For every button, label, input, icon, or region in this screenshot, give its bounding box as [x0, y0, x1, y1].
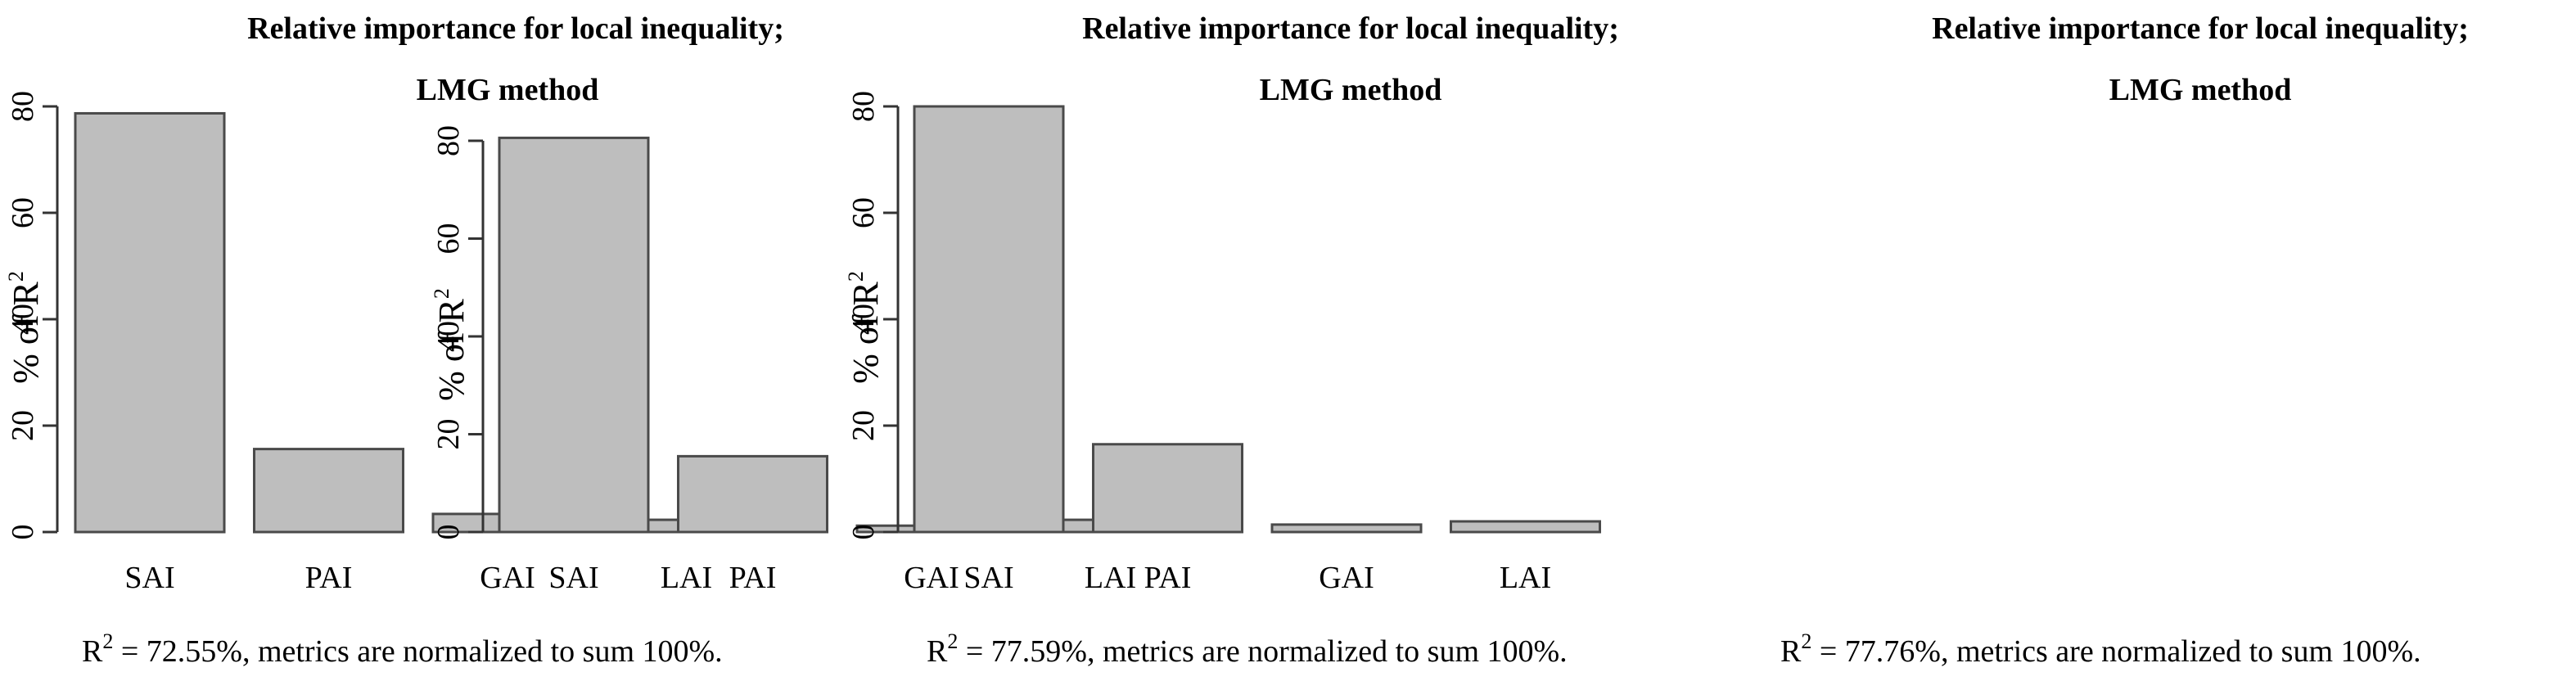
chart-title-line2: LMG method [2109, 73, 2292, 107]
chart-panel-2: Relative importance for local inequality… [430, 11, 1619, 669]
r-squared-footnote: R2 = 72.55%, metrics are normalized to s… [82, 629, 723, 669]
x-tick-label: GAI [480, 561, 535, 595]
y-axis-label: % of R2 [4, 271, 46, 384]
y-tick-label: 20 [6, 410, 40, 441]
x-tick-label: LAI [661, 561, 712, 595]
x-tick-label: PAI [729, 561, 777, 595]
y-tick-label: 20 [431, 419, 466, 450]
x-tick-label: LAI [1500, 561, 1551, 595]
bar-pai [253, 448, 404, 534]
bar-pai [677, 454, 828, 534]
chart-panel-1: Relative importance for local inequality… [4, 11, 784, 669]
x-tick-label: PAI [305, 561, 353, 595]
chart-title-line1: Relative importance for local inequality… [247, 11, 784, 46]
y-tick-label: 80 [846, 91, 881, 122]
y-tick-label: 40 [846, 304, 881, 335]
bar-gai [1270, 523, 1423, 534]
chart-title-line2: LMG method [1260, 73, 1442, 107]
chart-title-line1: Relative importance for local inequality… [1932, 11, 2469, 46]
y-tick-label: 60 [431, 223, 466, 255]
x-tick-label: LAI [1085, 561, 1136, 595]
y-tick-label: 60 [6, 197, 40, 228]
y-tick-label: 80 [6, 91, 40, 122]
x-tick-label: PAI [1144, 561, 1192, 595]
y-tick-label: 0 [846, 525, 881, 540]
chart-panel-3: Relative importance for local inequality… [844, 11, 2469, 669]
r-squared-footnote: R2 = 77.76%, metrics are normalized to s… [1780, 629, 2421, 669]
bar-sai [913, 105, 1065, 534]
bar-lai [1450, 520, 1601, 534]
y-tick-label: 40 [6, 304, 40, 335]
y-tick-label: 0 [6, 525, 40, 540]
y-tick-label: 20 [846, 410, 881, 441]
r-squared-footnote: R2 = 77.59%, metrics are normalized to s… [927, 629, 1568, 669]
x-tick-label: SAI [548, 561, 598, 595]
y-axis-label: % of R2 [844, 271, 886, 384]
chart-title-line2: LMG method [417, 73, 599, 107]
y-tick-label: 40 [431, 321, 466, 352]
y-tick-label: 0 [431, 525, 466, 540]
x-tick-label: GAI [904, 561, 959, 595]
bar-sai [498, 136, 650, 534]
x-tick-label: GAI [1319, 561, 1374, 595]
y-tick-label: 60 [846, 197, 881, 228]
x-tick-label: SAI [124, 561, 174, 595]
y-axis-label: % of R2 [430, 288, 471, 401]
y-tick-label: 80 [431, 125, 466, 156]
bar-sai [74, 111, 226, 534]
x-tick-label: SAI [963, 561, 1013, 595]
chart-title-line1: Relative importance for local inequality… [1082, 11, 1619, 46]
bar-pai [1092, 443, 1243, 534]
